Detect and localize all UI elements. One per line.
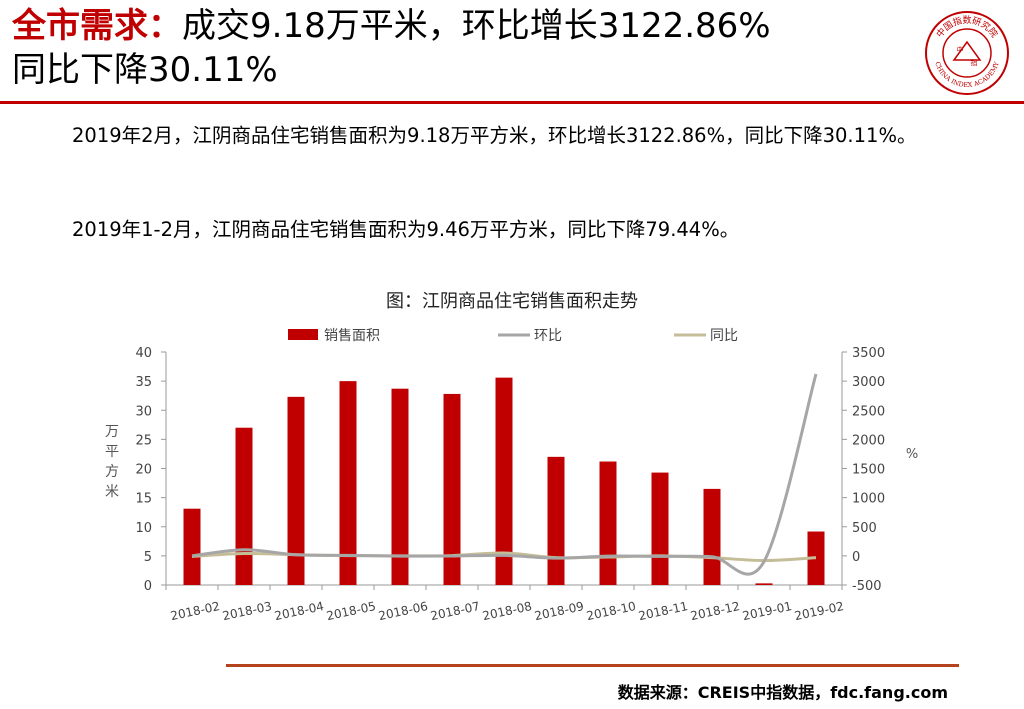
y-tick-label-right: -500 <box>852 579 882 594</box>
legend-label-mom: 环比 <box>534 328 562 344</box>
bar-sales-area <box>235 427 253 585</box>
bar-sales-area <box>443 393 461 585</box>
y-tick-label-right: 3000 <box>852 375 885 390</box>
y-tick-label-left: 40 <box>135 346 152 361</box>
logo-center-right: 指 <box>971 58 978 67</box>
y-axis-label-char: 米 <box>105 484 119 500</box>
bar-sales-area <box>547 456 565 585</box>
logo-bottom-text: CHINA INDEX ACADEMY <box>933 60 1001 89</box>
bar-sales-area <box>287 396 305 585</box>
bar-sales-area <box>599 461 617 585</box>
bottom-divider <box>226 664 959 667</box>
y-axis-label-char: 平 <box>105 444 119 460</box>
y-tick-label-left: 10 <box>135 521 152 536</box>
x-tick-label: 2018-08 <box>481 599 533 623</box>
x-tick-label: 2018-09 <box>533 599 585 623</box>
y-tick-label-right: 0 <box>852 550 860 565</box>
x-tick-label: 2018-04 <box>273 599 325 623</box>
svg-text:CHINA INDEX ACADEMY: CHINA INDEX ACADEMY <box>933 60 1001 89</box>
y-tick-label-right: 3500 <box>852 346 885 361</box>
y-tick-label-left: 20 <box>135 463 152 478</box>
y-tick-label-left: 5 <box>144 550 152 565</box>
y-tick-label-left: 35 <box>135 375 152 390</box>
y-tick-label-left: 25 <box>135 433 152 448</box>
title-divider <box>0 101 1024 104</box>
y-axis-label-char: 万 <box>105 424 119 440</box>
y-tick-label-right: 2500 <box>852 404 885 419</box>
legend-label-sales: 销售面积 <box>324 328 380 344</box>
x-tick-label: 2018-12 <box>689 599 741 623</box>
bar-sales-area <box>703 488 721 585</box>
bar-sales-area <box>183 508 201 585</box>
paragraph-monthly: 2019年2月，江阴商品住宅销售面积为9.18万平方米，环比增长3122.86%… <box>72 124 917 147</box>
y-tick-label-left: 0 <box>144 579 152 594</box>
x-tick-label: 2018-03 <box>221 599 273 623</box>
y-tick-label-right: 1000 <box>852 492 885 507</box>
line-mom <box>191 373 818 576</box>
china-index-academy-logo: 中国指数研究院 CHINA INDEX ACADEMY 中 指 <box>925 11 1009 95</box>
x-tick-label: 2018-11 <box>637 599 689 623</box>
chart-title: 图：江阴商品住宅销售面积走势 <box>386 291 638 312</box>
x-tick-label: 2019-02 <box>793 599 845 623</box>
x-tick-label: 2018-07 <box>429 599 481 623</box>
svg-text:中国指数研究院: 中国指数研究院 <box>934 14 1001 40</box>
bar-sales-area <box>391 388 409 585</box>
x-tick-label: 2018-06 <box>377 599 429 623</box>
y-tick-label-left: 15 <box>135 492 152 507</box>
y-tick-label-right: 500 <box>852 521 877 536</box>
logo-center-left: 中 <box>957 45 964 54</box>
legend-label-yoy: 同比 <box>710 328 738 344</box>
bar-sales-area <box>755 583 773 585</box>
x-tick-label: 2018-05 <box>325 599 377 623</box>
bar-sales-area <box>339 381 357 585</box>
bar-sales-area <box>651 472 669 585</box>
sales-area-chart: 0 5 10 15 20 25 30 35 40 -500 0 500 1000 1500 2000 2500… <box>105 328 918 623</box>
title-highlight: 全市需求： <box>12 6 182 46</box>
bar-sales-area <box>495 377 513 585</box>
logo-top-text: 中国指数研究院 <box>934 14 1001 40</box>
legend-swatch-sales <box>288 329 318 340</box>
y2-axis-label: % <box>906 447 918 462</box>
y-axis-label-char: 方 <box>105 464 119 480</box>
y-tick-label-right: 1500 <box>852 463 885 478</box>
data-source: 数据来源：CREIS中指数据，fdc.fang.com <box>617 683 948 702</box>
paragraph-ytd: 2019年1-2月，江阴商品住宅销售面积为9.46万平方米，同比下降79.44%… <box>72 218 740 241</box>
x-tick-label: 2018-10 <box>585 599 637 623</box>
y-tick-label-left: 30 <box>135 404 152 419</box>
title-line2: 同比下降30.11% <box>12 50 278 90</box>
title-line1: 成交9.18万平米，环比增长3122.86% <box>182 6 771 46</box>
page-title: 全市需求：成交9.18万平米，环比增长3122.86% 同比下降30.11% <box>12 4 912 92</box>
x-tick-label: 2019-01 <box>741 599 793 623</box>
x-tick-label: 2018-02 <box>169 599 221 623</box>
y-tick-label-right: 2000 <box>852 433 885 448</box>
